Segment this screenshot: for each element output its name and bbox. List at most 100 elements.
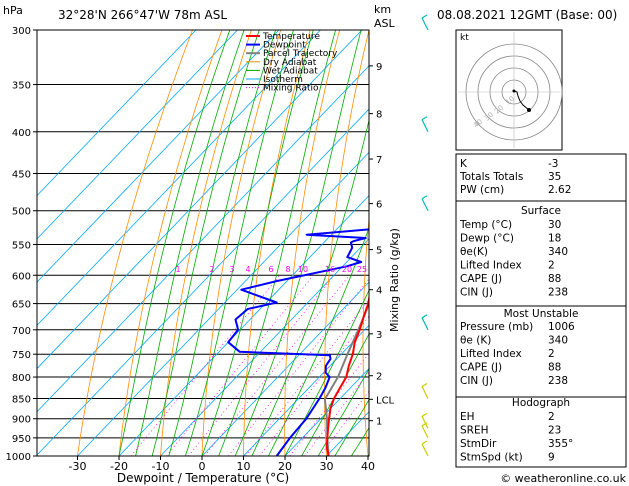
wet-adiabat-line (135, 30, 245, 456)
datetime-title: 08.08.2021 12GMT (Base: 00) (437, 8, 617, 22)
table-row-value: -3 (548, 158, 558, 170)
legend-item: Dewpoint (263, 41, 306, 51)
dry-adiabat-line (400, 30, 427, 456)
table-row-label: θe (K) (460, 335, 491, 347)
pressure-tick-label: 500 (12, 207, 31, 218)
table-row-label: Dewp (°C) (460, 233, 514, 245)
wind-barb (421, 195, 429, 212)
temperature-tick-label: 30 (320, 460, 334, 473)
wind-barb (421, 314, 429, 331)
table-row-value: 9 (548, 452, 555, 464)
pressure-tick-label: 800 (12, 373, 31, 384)
table-row-label: SREH (460, 425, 489, 437)
temperature-tick-label: 20 (278, 460, 292, 473)
pressure-tick-label: 1000 (6, 452, 31, 463)
table-row-value: 2 (548, 260, 555, 272)
table-row-value: 340 (548, 335, 568, 347)
table-row-label: Pressure (mb) (460, 321, 533, 333)
legend-item: Temperature (262, 32, 320, 42)
isotherm-line (160, 238, 369, 456)
mixing-ratio-label: 3 (229, 265, 234, 274)
wet-adiabat-line (185, 30, 294, 456)
table-row-label: PW (cm) (460, 184, 504, 196)
hodograph-ring-label: 30 (483, 111, 495, 123)
legend-item: Parcel Trajectory (263, 49, 338, 59)
wet-adiabat-line (284, 289, 369, 456)
temperature-tick-label: -10 (152, 460, 170, 473)
dry-adiabat-line (118, 30, 223, 456)
height-tick-label: 5 (376, 246, 382, 257)
table-row-value: 35 (548, 171, 561, 183)
pressure-tick-label: 600 (12, 271, 31, 282)
isotherm-line (37, 30, 238, 240)
wind-barb (421, 382, 429, 399)
mixing-ratio-line (245, 298, 369, 456)
mixing-ratio-line (166, 275, 314, 456)
isotherm-line (37, 65, 369, 413)
table-row-label: CAPE (J) (460, 362, 502, 374)
temperature-tick-label: -20 (110, 460, 128, 473)
isotherm-line (37, 30, 363, 370)
table-row-label: EH (460, 411, 475, 423)
table-row-label: StmSpd (kt) (460, 452, 523, 464)
dry-adiabat-line (437, 30, 458, 456)
table-row-value: 1006 (548, 321, 575, 333)
isotherm-line (201, 281, 369, 456)
mixing-ratio-label: 25 (357, 265, 367, 274)
pressure-tick-label: 950 (12, 434, 31, 445)
mixing-ratio-label: 2 (209, 265, 214, 274)
height-tick-label: LCL (376, 395, 395, 406)
isotherm-line (37, 30, 280, 283)
wet-adiabat-line (268, 226, 369, 456)
table-row-label: CAPE (J) (460, 273, 502, 285)
mixing-ratio-label: 10 (298, 265, 308, 274)
table-row-value: 238 (548, 375, 568, 387)
table-row-label: Totals Totals (459, 171, 523, 183)
hodograph-ring-label: 40 (472, 118, 484, 130)
wind-barb (421, 412, 429, 429)
wind-barb (421, 116, 429, 133)
wind-barb (421, 422, 429, 439)
wet-adiabat-line (218, 30, 336, 456)
asl-label: ASL (374, 17, 396, 30)
table-row-value: 30 (548, 219, 561, 231)
pressure-tick-label: 550 (12, 240, 31, 251)
pressure-tick-label: 300 (12, 26, 31, 37)
wet-adiabat-line (168, 30, 276, 456)
mixing-ratio-label: 6 (268, 265, 273, 274)
wet-adiabat-line (151, 30, 260, 456)
dry-adiabat-line (243, 30, 311, 456)
dry-adiabat-line (77, 30, 193, 456)
table-row-value: 340 (548, 246, 568, 258)
legend-item: Mixing Ratio (263, 84, 319, 94)
height-tick-label: 4 (376, 286, 382, 297)
height-tick-label: 3 (376, 330, 382, 341)
isotherm-line (77, 151, 369, 456)
pressure-tick-label: 900 (12, 415, 31, 426)
hodograph-ring-label: 10 (504, 95, 516, 107)
height-tick-label: 8 (376, 110, 382, 121)
mixing-ratio-line (188, 275, 335, 456)
mixing-ratio-label: 1 (175, 265, 180, 274)
wind-barb (421, 14, 429, 31)
mixing-ratio-label: 16 (325, 265, 335, 274)
temperature-line (325, 293, 369, 456)
isotherm-line (284, 367, 369, 456)
temperature-tick-label: 40 (361, 460, 375, 473)
table-row-label: θe(K) (460, 246, 488, 258)
temperature-tick-label: 0 (199, 460, 206, 473)
table-row-value: 2.62 (548, 184, 571, 196)
hodograph-table-title: Hodograph (512, 397, 570, 409)
dry-adiabat-line (324, 30, 369, 456)
hodograph-trace (513, 90, 530, 111)
dry-adiabat-line (160, 30, 252, 456)
table-row-value: 18 (548, 233, 561, 245)
km-label: km (374, 3, 391, 16)
table-box (455, 153, 627, 202)
index-tables: K -3 Totals Totals 35 PW (cm) 2.62 Surface Temp… (455, 153, 627, 468)
hpa-label: hPa (3, 4, 23, 17)
pressure-tick-label: 450 (12, 169, 31, 180)
mixing-ratio-label: 20 (342, 265, 352, 274)
height-tick-label: 2 (376, 372, 382, 383)
